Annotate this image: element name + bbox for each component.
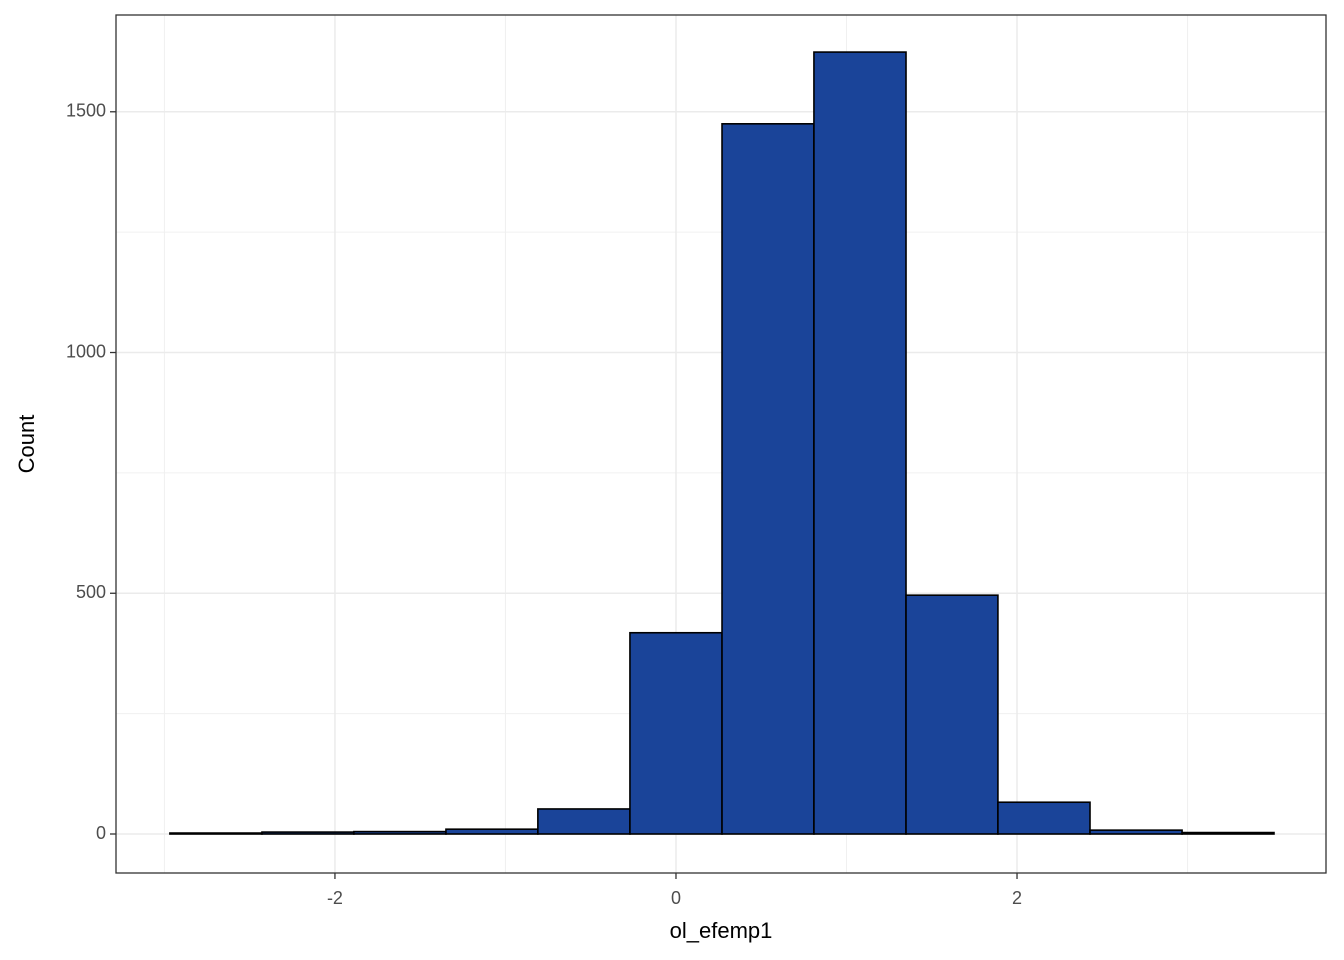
x-axis-title: ol_efemp1	[670, 918, 773, 943]
bar	[997, 801, 1091, 835]
panel-border	[115, 14, 1327, 874]
bar	[813, 51, 907, 835]
bar	[169, 832, 263, 835]
bar	[1089, 829, 1183, 835]
bar	[353, 830, 447, 835]
bar	[445, 828, 539, 835]
bar	[537, 808, 631, 835]
y-axis-title: Count	[14, 415, 39, 474]
bar	[721, 123, 815, 835]
y-tick-label: 1500	[66, 101, 106, 121]
x-tick-label: -2	[327, 888, 343, 908]
bar	[629, 631, 723, 835]
bar	[905, 594, 999, 835]
x-tick-label: 0	[671, 888, 681, 908]
y-tick-label: 0	[96, 823, 106, 843]
y-tick-label: 1000	[66, 341, 106, 361]
y-tick-label: 500	[76, 582, 106, 602]
x-tick-label: 2	[1012, 888, 1022, 908]
bar	[261, 831, 355, 835]
bar	[1181, 831, 1275, 835]
bars	[169, 51, 1275, 835]
